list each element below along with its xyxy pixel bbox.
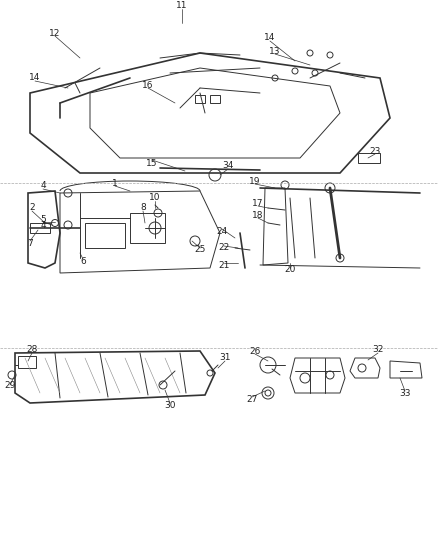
- Bar: [30, 223, 50, 233]
- Text: 8: 8: [140, 204, 146, 213]
- Text: 11: 11: [176, 2, 188, 11]
- Text: 23: 23: [369, 147, 381, 156]
- Bar: [195, 95, 205, 103]
- Text: 12: 12: [49, 28, 61, 37]
- Bar: [85, 223, 125, 248]
- Text: 6: 6: [80, 256, 86, 265]
- Text: 13: 13: [269, 46, 281, 55]
- Text: 32: 32: [372, 345, 384, 354]
- Text: 14: 14: [264, 34, 276, 43]
- Text: 17: 17: [252, 198, 264, 207]
- Text: 34: 34: [223, 161, 234, 171]
- Text: 24: 24: [216, 227, 228, 236]
- Text: 29: 29: [4, 382, 16, 391]
- Text: 25: 25: [194, 246, 206, 254]
- Text: 7: 7: [27, 238, 33, 247]
- Text: 33: 33: [399, 389, 411, 398]
- Text: 30: 30: [164, 400, 176, 409]
- Bar: [130, 213, 165, 243]
- Bar: [358, 153, 380, 163]
- Text: 4: 4: [40, 221, 46, 230]
- Text: 5: 5: [40, 214, 46, 223]
- Text: 28: 28: [26, 345, 38, 354]
- Text: 14: 14: [29, 74, 41, 83]
- Text: 10: 10: [149, 193, 161, 203]
- Text: 26: 26: [249, 346, 261, 356]
- Text: 20: 20: [284, 265, 296, 274]
- Text: 31: 31: [219, 353, 231, 362]
- Text: 18: 18: [252, 211, 264, 220]
- Bar: [210, 95, 220, 103]
- Text: 19: 19: [249, 176, 261, 185]
- Text: 4: 4: [40, 182, 46, 190]
- Text: 16: 16: [142, 80, 154, 90]
- Text: 1: 1: [112, 179, 118, 188]
- Text: 27: 27: [246, 395, 258, 405]
- Text: 22: 22: [219, 244, 230, 253]
- Text: 15: 15: [146, 158, 158, 167]
- Bar: [18, 356, 36, 368]
- Text: 2: 2: [29, 204, 35, 213]
- Text: 21: 21: [218, 261, 230, 270]
